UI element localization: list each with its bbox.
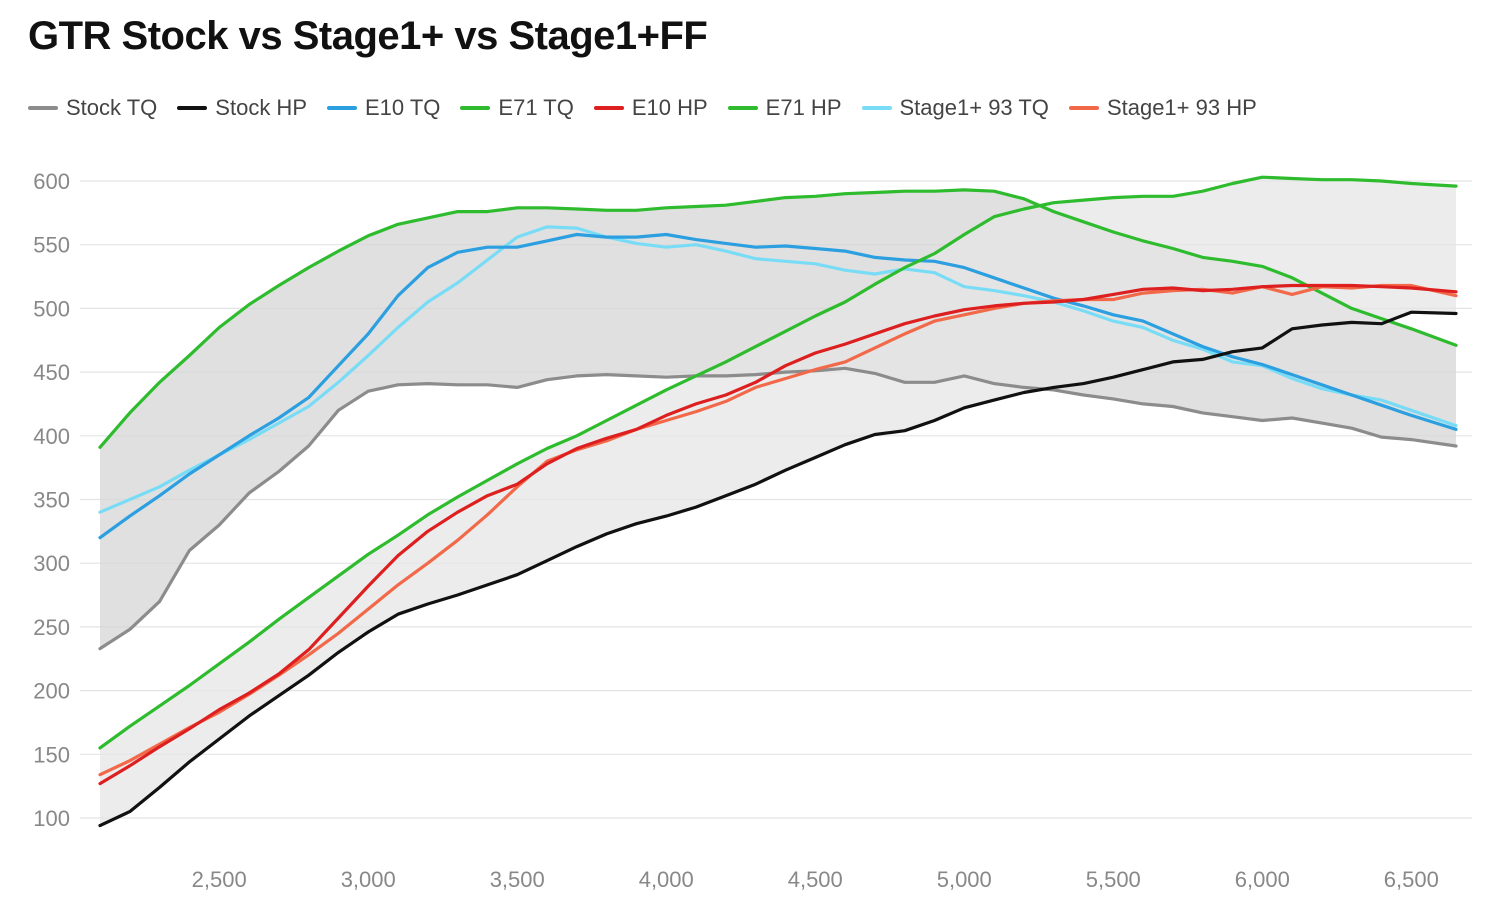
x-tick-label: 4,500 — [788, 867, 843, 892]
legend-swatch — [593, 106, 624, 110]
y-tick-label: 350 — [33, 488, 70, 513]
y-tick-label: 550 — [33, 233, 70, 258]
x-tick-label: 3,000 — [341, 867, 396, 892]
y-tick-label: 100 — [33, 806, 70, 831]
legend-label: E71 HP — [765, 95, 842, 120]
chart-legend: Stock TQ Stock HP E10 TQ E71 TQ E10 HP E71 HP… — [28, 92, 1277, 124]
legend-item: E71 HP — [727, 95, 842, 121]
chart-title: GTR Stock vs Stage1+ vs Stage1+FF — [28, 14, 708, 58]
legend-swatch — [727, 106, 758, 110]
legend-item: Stock TQ — [28, 95, 157, 121]
y-tick-label: 450 — [33, 360, 70, 385]
legend-item: E10 TQ — [327, 95, 440, 121]
x-tick-label: 5,000 — [937, 867, 992, 892]
legend-swatch — [28, 106, 58, 110]
x-tick-label: 3,500 — [490, 867, 545, 892]
legend-label: Stage1+ 93 TQ — [899, 95, 1049, 120]
y-tick-label: 300 — [33, 551, 70, 576]
x-axis-labels: 2,500 3,000 3,500 4,000 4,500 5,000 5,500 6,000… — [192, 867, 1439, 892]
legend-item: Stage1+ 93 TQ — [861, 95, 1049, 121]
legend-item: Stage1+ 93 HP — [1068, 95, 1257, 121]
legend-item: E71 TQ — [460, 95, 574, 121]
legend-label: E71 TQ — [498, 95, 574, 120]
legend-item: Stock HP — [177, 95, 307, 121]
x-tick-label: 6,500 — [1384, 867, 1439, 892]
legend-swatch — [1068, 106, 1099, 110]
legend-label: Stock HP — [215, 95, 307, 120]
y-tick-label: 600 — [33, 169, 70, 194]
legend-label: E10 HP — [631, 95, 708, 120]
band-area — [100, 177, 1456, 826]
legend-swatch — [177, 106, 208, 110]
y-tick-label: 150 — [33, 742, 70, 767]
legend-swatch — [327, 106, 357, 110]
x-tick-label: 2,500 — [192, 867, 247, 892]
y-tick-label: 200 — [33, 679, 70, 704]
x-tick-label: 5,500 — [1086, 867, 1141, 892]
y-tick-label: 500 — [33, 296, 70, 321]
series-line-e10-tq — [98, 232, 1458, 540]
series-line-e10-hp — [98, 283, 1458, 786]
legend-swatch — [861, 106, 892, 110]
y-tick-label: 250 — [33, 615, 70, 640]
legend-label: Stage1+ 93 HP — [1106, 95, 1257, 120]
series-line-e71-tq — [98, 188, 1458, 449]
legend-label: Stock TQ — [66, 95, 158, 120]
series-lines — [98, 175, 1458, 828]
y-axis-labels: 100 150 200 250 300 350 400 450 500 550 600 — [33, 169, 70, 831]
x-tick-label: 6,000 — [1235, 867, 1290, 892]
legend-item: E10 HP — [593, 95, 708, 121]
legend-swatch — [460, 106, 491, 110]
y-tick-label: 400 — [33, 424, 70, 449]
legend-label: E10 TQ — [365, 95, 441, 120]
bands — [100, 177, 1456, 826]
series-line-stock-hp — [98, 310, 1458, 828]
x-tick-label: 4,000 — [639, 867, 694, 892]
series-line-e71-hp — [98, 175, 1458, 750]
